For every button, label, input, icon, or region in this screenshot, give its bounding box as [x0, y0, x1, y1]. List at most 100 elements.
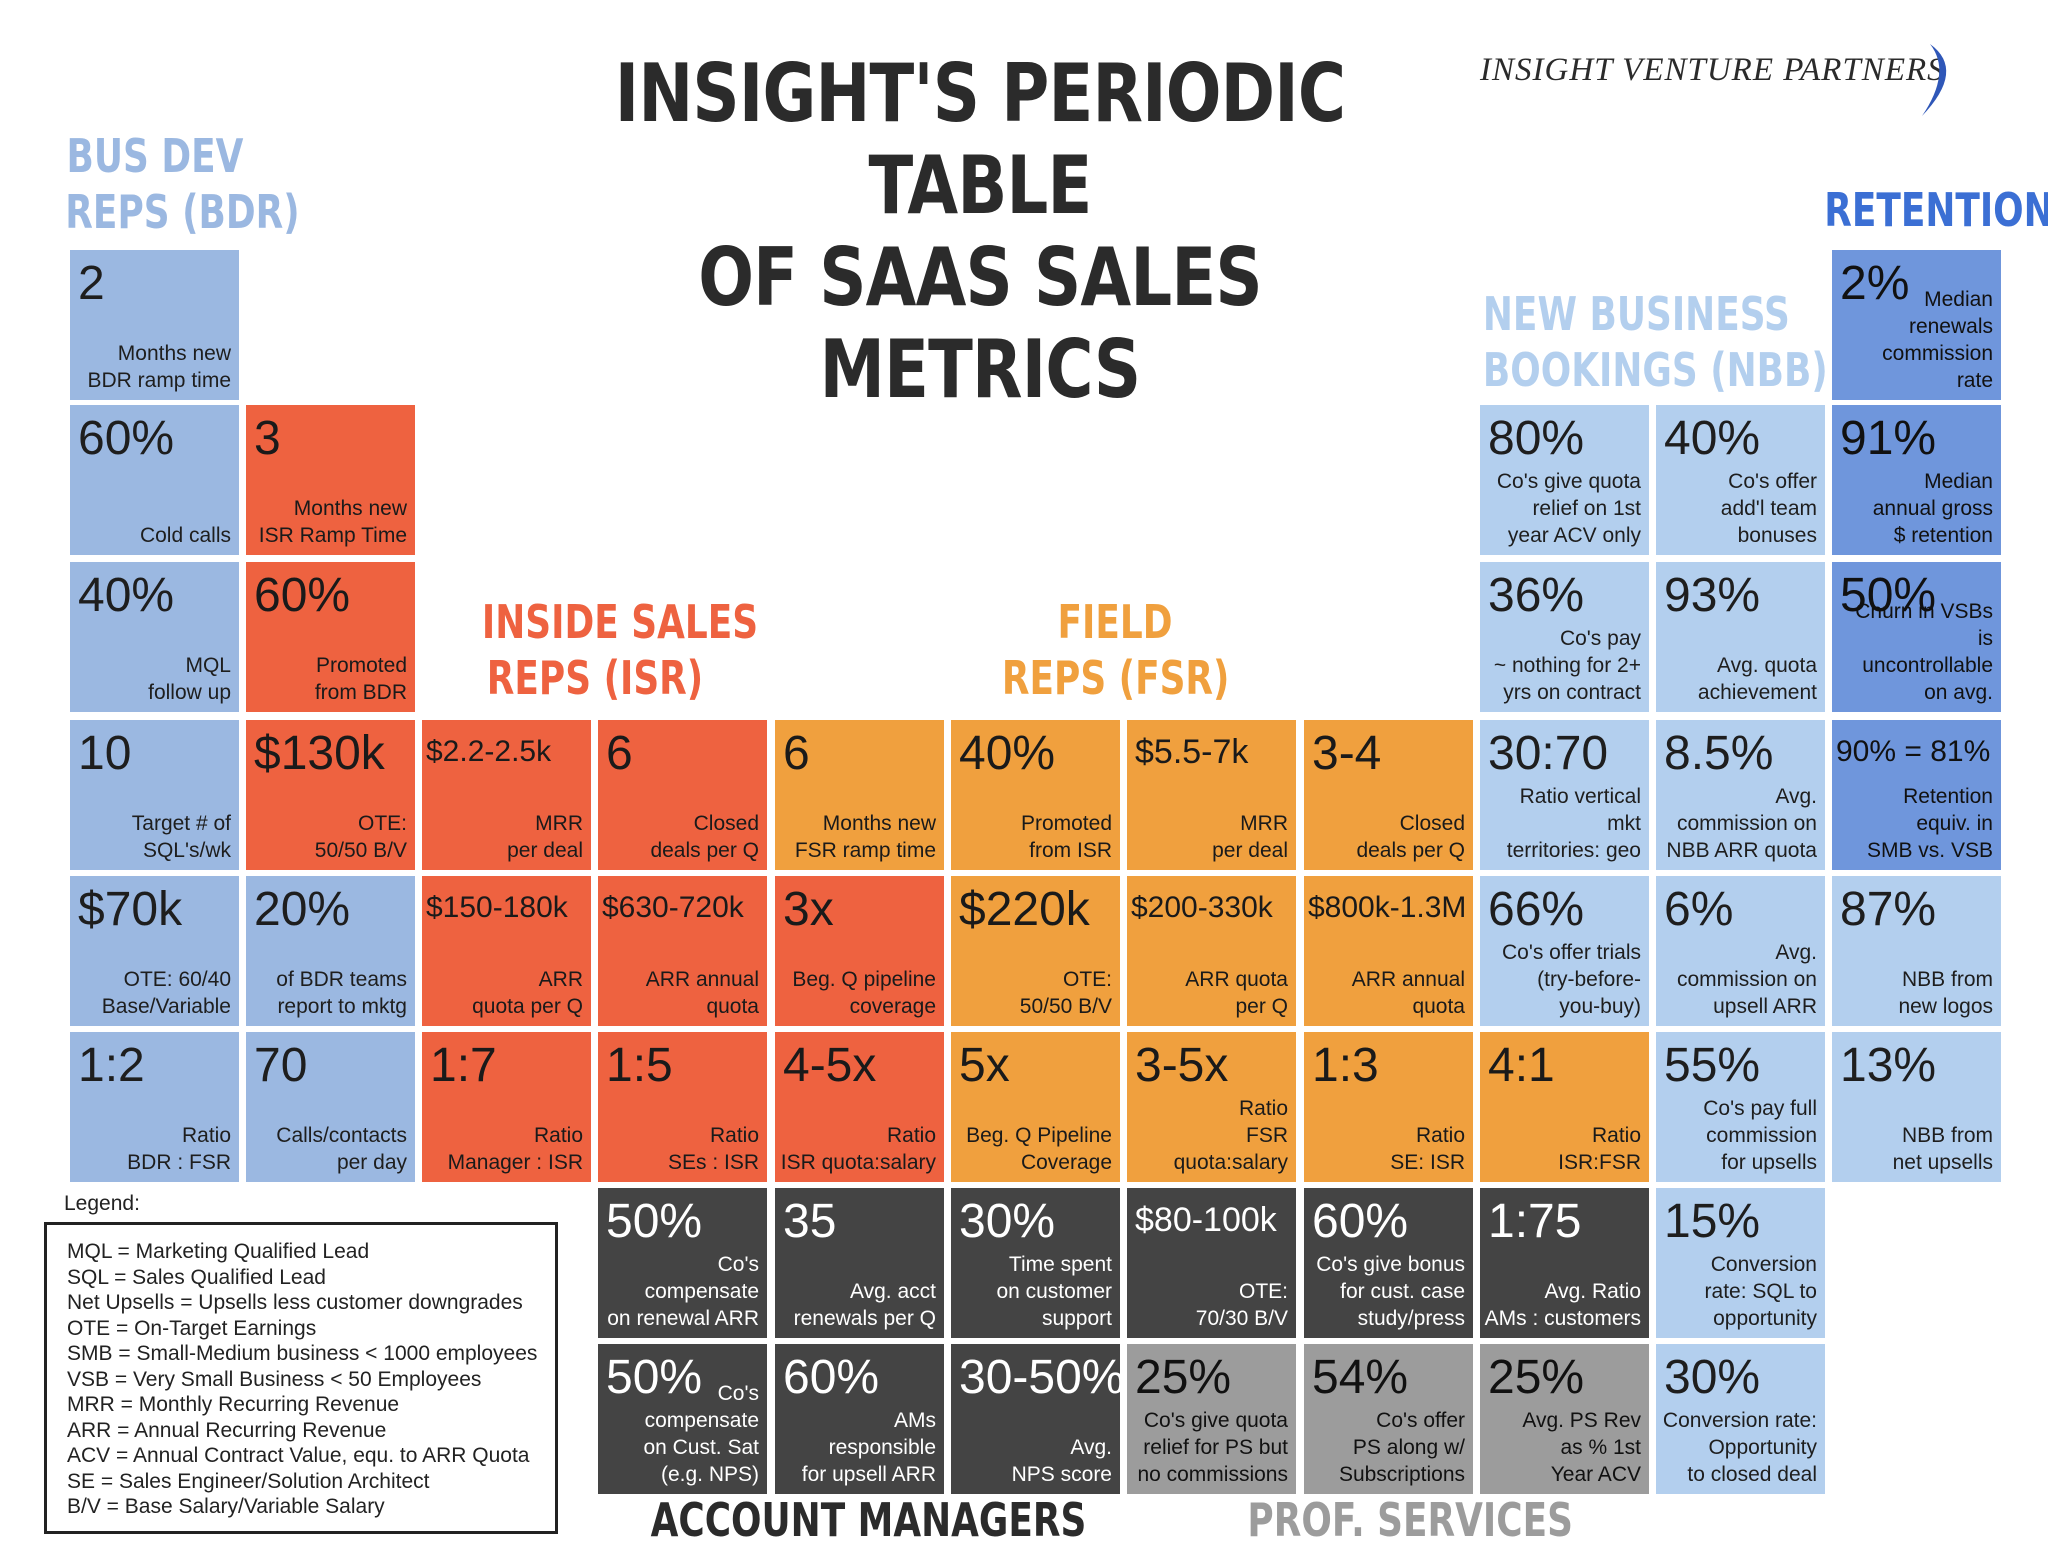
metric-description: Avg. commission on NBB ARR quota	[1666, 785, 1817, 862]
metric-description: Median renewals commission rate	[1882, 288, 1993, 392]
metric-cell-am-case-study: 60% Co's give bonus for cust. case study/…	[1304, 1188, 1473, 1338]
metric-cell-fsr-ratio-isr: 4:1 Ratio ISR:FSR	[1480, 1032, 1649, 1182]
metric-cell-nbb-conv-closed: 30% Conversion rate: Opportunity to close…	[1656, 1344, 1825, 1494]
legend-box: MQL = Marketing Qualified Lead SQL = Sale…	[44, 1222, 558, 1534]
metric-value: 30:70	[1488, 727, 1609, 780]
metric-description: Ratio vertical mkt territories: geo	[1506, 785, 1641, 862]
metric-cell-am-nps: 30-50% Avg. NPS score	[951, 1344, 1120, 1494]
legend-item: ACV = Annual Contract Value, equ. to ARR…	[67, 1444, 530, 1467]
metric-value: 1:3	[1312, 1039, 1379, 1092]
metric-description: Calls/contacts per day	[276, 1124, 407, 1174]
logo-swoosh-icon	[1922, 44, 1947, 116]
metric-cell-ret-renewal-comm: 2% Median renewals commission rate	[1832, 250, 2001, 400]
metric-value: 80%	[1488, 412, 1585, 465]
metric-value: 1:7	[430, 1039, 497, 1092]
metric-cell-isr-pipeline: 3x Beg. Q pipeline coverage	[775, 876, 944, 1026]
metric-cell-bdr-ramp: 2 Months new BDR ramp time	[70, 250, 239, 400]
metric-cell-ps-rev: 25% Avg. PS Rev as % 1st Year ACV	[1480, 1344, 1649, 1494]
metric-cell-isr-ote: $130k OTE: 50/50 B/V	[246, 720, 415, 870]
metric-value: 1:2	[78, 1039, 145, 1092]
metric-cell-isr-mrr-deal: $2.2-2.5k MRR per deal	[422, 720, 591, 870]
metric-value: 3-5x	[1135, 1039, 1229, 1092]
metric-cell-isr-closed-deals: 6 Closed deals per Q	[598, 720, 767, 870]
metric-value: 10	[78, 727, 132, 780]
legend-item: VSB = Very Small Business < 50 Employees	[67, 1367, 482, 1391]
metric-cell-nbb-quota-relief: 80% Co's give quota relief on 1st year AC…	[1480, 405, 1649, 555]
metric-value: 91%	[1840, 412, 1937, 465]
metric-cell-bdr-target-sqls: 10 Target # of SQL's/wk	[70, 720, 239, 870]
metric-description: Time spent on customer support	[996, 1253, 1112, 1330]
metric-description: Co's offer PS along w/ Subscriptions	[1338, 1409, 1465, 1486]
metric-description: NBB from new logos	[1898, 968, 1993, 1018]
metric-description: OTE: 70/30 B/V	[1195, 1280, 1288, 1330]
metric-value: 6	[606, 727, 633, 780]
metric-description: Ratio SEs : ISR	[667, 1124, 759, 1174]
metric-description: Avg. NPS score	[1011, 1436, 1112, 1486]
metric-cell-am-support-time: 30% Time spent on customer support	[951, 1188, 1120, 1338]
metric-description: Avg. quota achievement	[1697, 654, 1817, 704]
metric-value: 35	[783, 1195, 837, 1248]
metric-cell-am-acct-renewals: 35 Avg. acct renewals per Q	[775, 1188, 944, 1338]
legend-title: Legend:	[64, 1192, 140, 1215]
group-label-ps: PROF. SERVICES	[1247, 1493, 1573, 1547]
metric-cell-am-ote: $80-100k OTE: 70/30 B/V	[1127, 1188, 1296, 1338]
metric-value: $200-330k	[1131, 891, 1273, 924]
metric-description: Cold calls	[139, 524, 231, 547]
metric-description: ARR annual quota	[1351, 968, 1465, 1018]
metric-description: Ratio ISR quota:salary	[780, 1124, 936, 1174]
metric-value: $130k	[254, 727, 385, 780]
metric-cell-fsr-ratio-se: 1:3 Ratio SE: ISR	[1304, 1032, 1473, 1182]
metric-description: ARR quota per Q	[1185, 968, 1288, 1018]
metric-value: 60%	[78, 412, 175, 465]
metric-description: Median annual gross $ retention	[1872, 470, 1993, 547]
metric-cell-isr-ratio-ses: 1:5 Ratio SEs : ISR	[598, 1032, 767, 1182]
metric-description: NBB from net upsells	[1892, 1124, 1993, 1174]
metric-description: OTE: 60/40 Base/Variable	[101, 968, 231, 1018]
metric-value: 5x	[959, 1039, 1010, 1092]
metric-cell-nbb-full-comm: 55% Co's pay full commission for upsells	[1656, 1032, 1825, 1182]
metric-cell-fsr-arr-quota-q: $200-330k ARR quota per Q	[1127, 876, 1296, 1026]
metric-cell-nbb-pay-nothing: 36% Co's pay ~ nothing for 2+ yrs on cont…	[1480, 562, 1649, 712]
metric-cell-isr-arr-quota-q: $150-180k ARR quota per Q	[422, 876, 591, 1026]
legend-item: SMB = Small-Medium business < 1000 emplo…	[67, 1342, 538, 1365]
metric-description: Co's pay ~ nothing for 2+ yrs on contrac…	[1493, 627, 1641, 704]
metric-value: 30%	[959, 1195, 1056, 1248]
metric-value: 3	[254, 412, 281, 465]
metric-cell-fsr-ote: $220k OTE: 50/50 B/V	[951, 876, 1120, 1026]
metric-value: 6%	[1664, 883, 1734, 936]
metric-value: 90% = 81%	[1836, 735, 1991, 768]
metric-description: MRR per deal	[507, 812, 583, 862]
metric-description: Months new BDR ramp time	[87, 342, 231, 392]
metric-description: Co's give quota relief for PS but no com…	[1137, 1409, 1288, 1486]
metric-description: OTE: 50/50 B/V	[314, 812, 407, 862]
metric-cell-nbb-trials: 66% Co's offer trials (try-before- you-bu…	[1480, 876, 1649, 1026]
metric-description: ARR quota per Q	[472, 968, 583, 1018]
metric-value: 50%	[606, 1351, 703, 1404]
metric-cell-ps-along-subs: 54% Co's offer PS along w/ Subscriptions	[1304, 1344, 1473, 1494]
metric-value: 4-5x	[783, 1039, 877, 1092]
metric-value: 87%	[1840, 883, 1937, 936]
metric-description: Ratio Manager : ISR	[447, 1124, 583, 1174]
metric-cell-isr-ratio-mgr: 1:7 Ratio Manager : ISR	[422, 1032, 591, 1182]
metric-cell-fsr-promoted-isr: 40% Promoted from ISR	[951, 720, 1120, 870]
metric-description: Retention equiv. in SMB vs. VSB	[1866, 785, 1993, 862]
metric-value: 70	[254, 1039, 308, 1092]
metric-value: $80-100k	[1135, 1201, 1277, 1239]
group-label-fsr: FIELD REPS (FSR)	[1001, 595, 1230, 705]
metric-value: $70k	[78, 883, 183, 936]
metric-description: Avg. PS Rev as % 1st Year ACV	[1522, 1409, 1641, 1486]
metric-value: 8.5%	[1664, 727, 1774, 780]
metric-cell-am-ratio: 1:75 Avg. Ratio AMs : customers	[1480, 1188, 1649, 1338]
metric-description: ARR annual quota	[645, 968, 759, 1018]
metric-description: Co's compensate on renewal ARR	[607, 1253, 759, 1330]
page-title: INSIGHT'S PERIODIC TABLE OF SAAS SALES M…	[603, 48, 1357, 416]
metric-value: 2%	[1840, 257, 1910, 310]
metric-value: 13%	[1840, 1039, 1937, 1092]
metric-description: Closed deals per Q	[1356, 812, 1465, 862]
metric-cell-isr-arr-annual: $630-720k ARR annual quota	[598, 876, 767, 1026]
metric-value: 15%	[1664, 1195, 1761, 1248]
metric-cell-fsr-arr-annual: $800k-1.3M ARR annual quota	[1304, 876, 1473, 1026]
metric-description: Co's offer add'l team bonuses	[1720, 470, 1817, 547]
metric-cell-fsr-ramp: 6 Months new FSR ramp time	[775, 720, 944, 870]
legend-item: MRR = Monthly Recurring Revenue	[67, 1393, 400, 1416]
